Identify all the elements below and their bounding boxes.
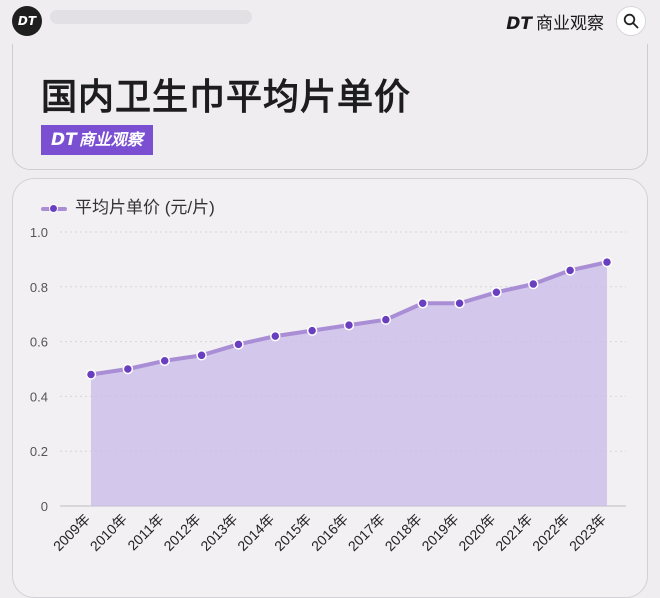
y-tick-label: 0.2 [30, 444, 48, 459]
brand-label: DT 商业观察 [506, 9, 604, 34]
legend-dot-icon [49, 203, 58, 213]
data-point [270, 330, 281, 342]
data-point [122, 363, 134, 375]
legend-label: 平均片单价 (元/片) [75, 198, 215, 217]
x-tick-label: 2020年 [455, 511, 498, 554]
top-bar: DT DT 商业观察 [0, 0, 660, 40]
series-area [91, 262, 607, 506]
x-tick-label: 2014年 [234, 511, 277, 554]
page-title: 国内卫生巾平均片单价 [41, 76, 412, 117]
data-point [601, 256, 613, 268]
x-tick-label: 2013年 [197, 511, 240, 554]
data-point [417, 297, 428, 309]
chart-legend: 平均片单价 (元/片) [41, 193, 215, 218]
legend-line-icon [41, 203, 67, 213]
brand-mark: DT [506, 14, 532, 34]
tag-mark: DT [51, 130, 77, 150]
brand-tag: DT 商业观察 [41, 125, 153, 155]
search-icon [623, 13, 639, 29]
data-point [491, 287, 502, 298]
chart-plot: 0 0.2 0.4 0.6 0.8 1.0 2009年2010年2011年2012年2013… [30, 225, 626, 554]
app-logo[interactable]: DT [12, 6, 42, 36]
data-point [159, 355, 170, 367]
search-button[interactable] [616, 6, 646, 36]
x-tick-label: 2010年 [87, 511, 130, 554]
brand-name: 商业观察 [536, 14, 604, 33]
data-point [454, 297, 465, 309]
x-tick-label: 2019年 [418, 511, 461, 554]
y-tick-label: 0.6 [30, 335, 48, 350]
x-tick-label: 2022年 [529, 511, 572, 554]
x-tick-label: 2016年 [308, 511, 351, 554]
x-tick-label: 2011年 [124, 511, 167, 554]
data-point [306, 325, 318, 336]
x-tick-label: 2009年 [50, 511, 93, 554]
y-tick-label: 0 [41, 499, 48, 514]
x-tick-label: 2017年 [345, 511, 388, 554]
y-tick-label: 0.8 [30, 280, 48, 295]
title-card: 国内卫生巾平均片单价 DT 商业观察 [12, 44, 648, 170]
data-point [233, 339, 244, 350]
data-point [343, 319, 355, 331]
x-tick-label: 2023年 [566, 511, 609, 554]
data-point [564, 265, 576, 276]
x-tick-label: 2018年 [382, 511, 425, 554]
y-tick-label: 1.0 [30, 225, 48, 240]
data-point [85, 369, 97, 380]
search-input[interactable] [50, 10, 252, 24]
tag-text: 商业观察 [78, 132, 143, 149]
x-tick-label: 2021年 [492, 511, 535, 554]
data-point [528, 278, 539, 290]
x-tick-label: 2015年 [271, 511, 314, 554]
y-tick-label: 0.4 [30, 389, 48, 404]
x-tick-label: 2012年 [160, 511, 203, 554]
data-point [380, 314, 392, 325]
data-point [196, 350, 207, 361]
